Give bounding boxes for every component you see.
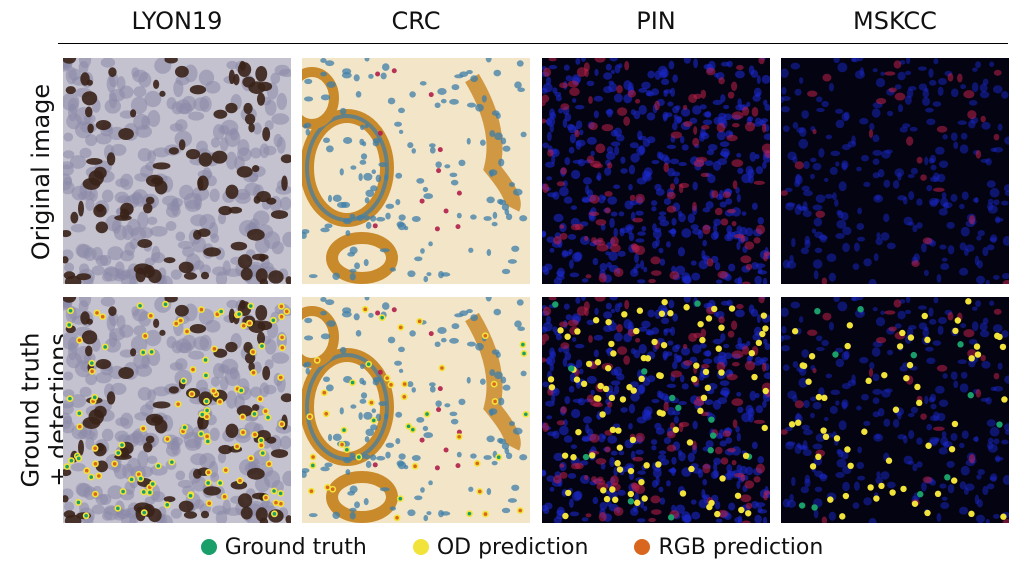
legend-label-rgb-prediction: RGB prediction	[658, 534, 824, 560]
panel-image	[302, 297, 530, 523]
legend-swatch-od-prediction	[412, 539, 429, 555]
panel-lyon19-original	[63, 58, 291, 284]
panel-mskcc-original	[781, 58, 1009, 284]
panel-lyon19-detections	[63, 297, 291, 523]
row-label-detections-line1: Ground truth	[16, 332, 45, 488]
legend: Ground truth OD prediction RGB predictio…	[0, 532, 1024, 562]
panel-image	[781, 58, 1009, 284]
panel-image	[63, 58, 291, 284]
legend-label-od-prediction: OD prediction	[436, 534, 589, 560]
column-title-mskcc: MSKCC	[853, 7, 937, 35]
legend-swatch-rgb-prediction	[634, 539, 651, 555]
panel-image	[542, 58, 770, 284]
legend-label-ground-truth: Ground truth	[224, 534, 367, 560]
panel-image	[542, 297, 770, 523]
row-label-original-text: Original image	[27, 83, 56, 261]
panel-pin-detections	[542, 297, 770, 523]
row-label-original: Original image	[26, 58, 56, 286]
column-title-pin: PIN	[636, 7, 676, 35]
legend-item-od-prediction: OD prediction	[412, 534, 589, 560]
panel-crc-original	[302, 58, 530, 284]
panel-image	[781, 297, 1009, 523]
panel-crc-detections	[302, 297, 530, 523]
legend-item-ground-truth: Ground truth	[200, 534, 367, 560]
column-title-lyon19: LYON19	[131, 7, 223, 35]
panel-pin-original	[542, 58, 770, 284]
panel-mskcc-detections	[781, 297, 1009, 523]
panel-image	[63, 297, 291, 523]
panel-image	[302, 58, 530, 284]
column-title-crc: CRC	[391, 7, 441, 35]
legend-item-rgb-prediction: RGB prediction	[634, 535, 823, 560]
legend-swatch-ground-truth	[200, 539, 217, 555]
header-rule	[58, 43, 1008, 44]
